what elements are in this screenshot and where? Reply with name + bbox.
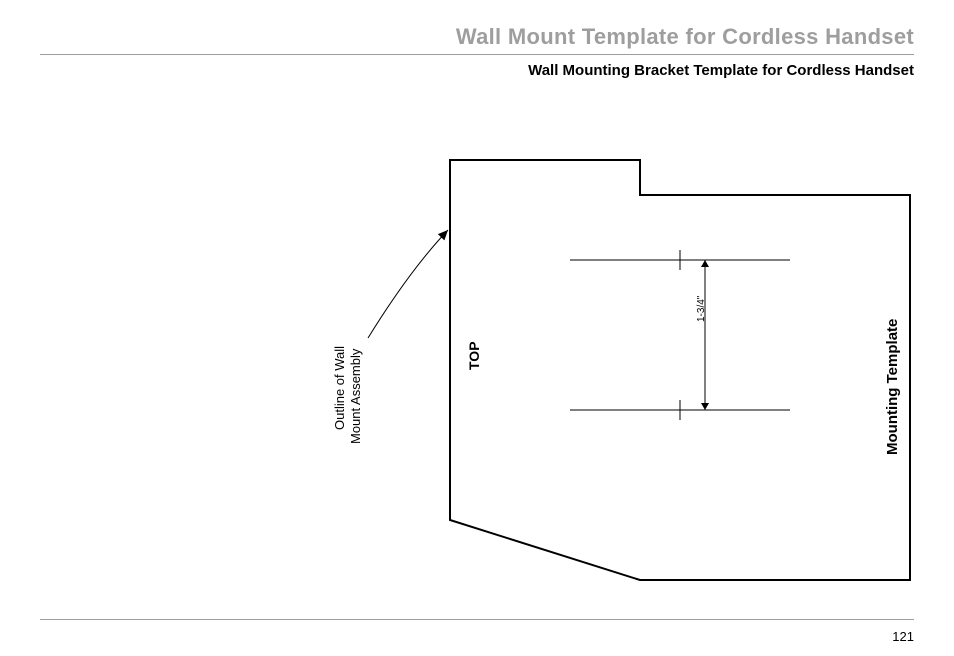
page-number: 121	[892, 629, 914, 644]
mounting-template-label: Mounting Template	[884, 319, 901, 455]
top-label: TOP	[466, 341, 482, 370]
footer-rule	[40, 619, 914, 620]
callout-outline-line1: Outline of Wall	[332, 346, 347, 430]
template-svg	[290, 120, 930, 600]
callout-outline-line2: Mount Assembly	[348, 349, 363, 444]
page-subtitle: Wall Mounting Bracket Template for Cordl…	[528, 62, 914, 79]
dimension-label: 1-3/4"	[696, 296, 707, 322]
page-header-title: Wall Mount Template for Cordless Handset	[456, 24, 914, 50]
header-rule	[40, 54, 914, 55]
mounting-template-diagram: Outline of Wall Mount Assembly TOP 1-3/4…	[290, 120, 850, 600]
